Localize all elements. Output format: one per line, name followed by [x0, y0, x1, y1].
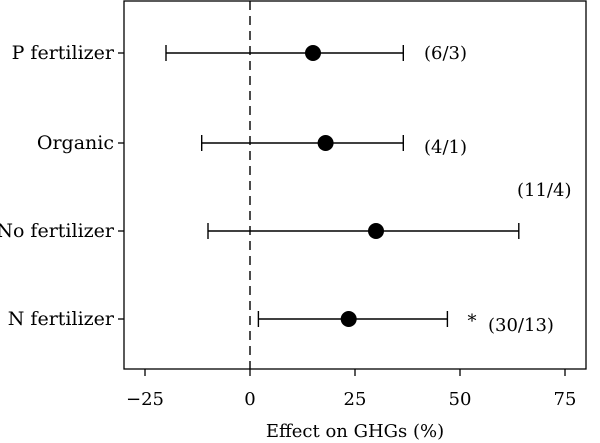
sample-size-label: (30/13) — [488, 315, 554, 336]
point-estimate — [340, 311, 357, 327]
sample-size-label: (6/3) — [424, 43, 467, 64]
x-tick-label: 50 — [449, 389, 472, 410]
x-axis-ticks: −25 0 25 50 75 — [126, 369, 576, 410]
category-label: N fertilizer — [8, 308, 115, 330]
x-tick-label: 25 — [344, 389, 367, 410]
category-labels: P fertilizer Organic No fertilizer N fertil… — [0, 42, 124, 330]
effect-marks — [165, 45, 520, 327]
x-tick-label: 75 — [554, 389, 577, 410]
point-estimate — [305, 45, 321, 61]
sample-size-label: (11/4) — [517, 180, 571, 201]
x-axis-title: Effect on GHGs (%) — [266, 421, 444, 442]
category-label: No fertilizer — [0, 220, 115, 242]
significance-marker: * — [468, 311, 477, 332]
x-tick-label: −25 — [126, 389, 164, 410]
category-label: P fertilizer — [12, 42, 115, 64]
category-label: Organic — [37, 132, 114, 154]
point-estimate — [368, 223, 384, 239]
sample-size-label: (4/1) — [424, 137, 467, 158]
sample-size-labels: (6/3) (4/1) (11/4) * (30/13) — [424, 43, 571, 336]
x-tick-label: 0 — [244, 389, 255, 410]
point-estimate — [317, 135, 334, 151]
